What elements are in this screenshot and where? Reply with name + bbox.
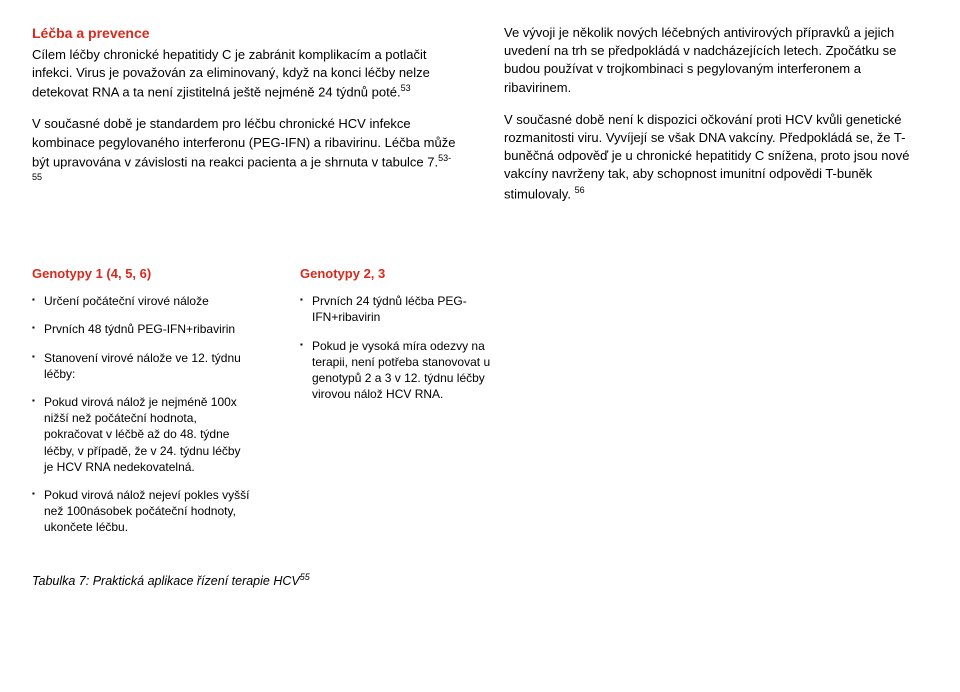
list-item: Prvních 24 týdnů léčba PEG-IFN+ribavirin [300, 293, 520, 325]
paragraph: V současné době je standardem pro léčbu … [32, 115, 456, 190]
genotype-columns: Genotypy 1 (4, 5, 6) Určení počáteční vi… [32, 265, 928, 547]
list-item: Pokud virová nálož je nejméně 100x nižší… [32, 394, 252, 475]
top-right-column: Ve vývoji je několik nových léčebných an… [504, 24, 928, 217]
superscript: 53 [401, 83, 411, 93]
genotype-column-2: Genotypy 2, 3 Prvních 24 týdnů léčba PEG… [300, 265, 520, 547]
list-item: Stanovení virové nálože ve 12. týdnu léč… [32, 350, 252, 382]
section-title: Léčba a prevence [32, 24, 456, 44]
genotype-title: Genotypy 1 (4, 5, 6) [32, 265, 252, 283]
paragraph-text: Ve vývoji je několik nových léčebných an… [504, 25, 896, 95]
list-item: Pokud je vysoká míra odezvy na terapii, … [300, 338, 520, 403]
paragraph-text: V současné době je standardem pro léčbu … [32, 116, 455, 169]
paragraph: Cílem léčby chronické hepatitidy C je za… [32, 46, 456, 102]
caption-text: Tabulka 7: Praktická aplikace řízení ter… [32, 575, 300, 589]
paragraph-text: Cílem léčby chronické hepatitidy C je za… [32, 47, 430, 100]
superscript: 56 [575, 185, 585, 195]
superscript: 55 [300, 572, 310, 582]
top-text-columns: Léčba a prevence Cílem léčby chronické h… [32, 24, 928, 217]
table-caption: Tabulka 7: Praktická aplikace řízení ter… [32, 571, 928, 591]
list-item: Pokud virová nálož nejeví pokles vyšší n… [32, 487, 252, 536]
paragraph: Ve vývoji je několik nových léčebných an… [504, 24, 928, 97]
paragraph-text: V současné době není k dispozici očkován… [504, 112, 909, 201]
top-left-column: Léčba a prevence Cílem léčby chronické h… [32, 24, 456, 217]
list-item: Prvních 48 týdnů PEG-IFN+ribavirin [32, 321, 252, 337]
genotype-title: Genotypy 2, 3 [300, 265, 520, 283]
genotype-column-1: Genotypy 1 (4, 5, 6) Určení počáteční vi… [32, 265, 252, 547]
list-item: Určení počáteční virové nálože [32, 293, 252, 309]
bullet-list: Určení počáteční virové nálože Prvních 4… [32, 293, 252, 535]
paragraph: V současné době není k dispozici očkován… [504, 111, 928, 203]
bullet-list: Prvních 24 týdnů léčba PEG-IFN+ribavirin… [300, 293, 520, 402]
